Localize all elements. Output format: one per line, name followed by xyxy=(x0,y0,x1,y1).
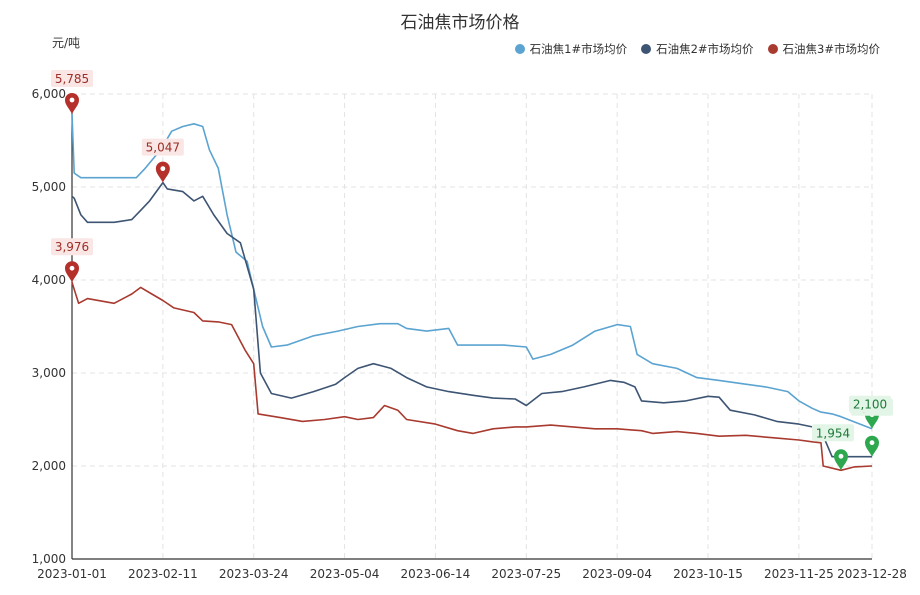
max-label-box xyxy=(141,138,184,156)
series-line-2 xyxy=(71,181,872,458)
y-axis-unit-label: 元/吨 xyxy=(52,36,81,50)
y-tick-label: 5,000 xyxy=(32,180,66,194)
min-label-box xyxy=(849,395,891,413)
max-marker-pin-2-hole xyxy=(160,166,166,172)
legend-item-series-1[interactable]: 石油焦1#市场均价 xyxy=(514,41,628,57)
x-tick-label: 2023-05-04 xyxy=(310,567,380,581)
x-tick-label: 2023-03-24 xyxy=(219,567,289,581)
max-label-box xyxy=(51,238,93,256)
x-tick-label: 2023-09-04 xyxy=(582,567,652,581)
x-tick-label: 2023-01-01 xyxy=(37,567,107,581)
x-tick-label: 2023-10-15 xyxy=(673,567,743,581)
max-marker-pin-2 xyxy=(155,161,170,183)
legend-item-series-3[interactable]: 石油焦3#市场均价 xyxy=(767,41,880,57)
x-tick-label: 2023-02-11 xyxy=(128,567,198,581)
y-tick-label: 2,000 xyxy=(32,459,66,473)
min-marker-pin-3-hole xyxy=(838,453,844,459)
max-marker-label: 5,785 xyxy=(55,72,89,86)
x-tick-label: 2023-11-25 xyxy=(764,567,834,581)
max-label-box xyxy=(51,69,93,87)
max-marker-pin-3-hole xyxy=(69,265,75,271)
max-marker-label: 5,047 xyxy=(146,141,180,155)
min-marker-label: 2,100 xyxy=(853,398,887,412)
chart-legend: 石油焦1#市场均价 石油焦2#市场均价 石油焦3#市场均价 xyxy=(514,41,880,57)
series-line-1 xyxy=(71,113,873,430)
legend-dot-series-2 xyxy=(641,44,652,54)
legend-dot-series-1 xyxy=(514,44,525,54)
min-marker-pin-2 xyxy=(865,435,879,457)
legend-label-series-3: 石油焦3#市场均价 xyxy=(782,42,880,56)
y-tick-label: 4,000 xyxy=(32,273,66,287)
legend-label-series-2: 石油焦2#市场均价 xyxy=(656,42,754,56)
series-line-3 xyxy=(71,281,873,472)
chart-title: 石油焦市场价格 xyxy=(400,13,520,33)
legend-label-series-1: 石油焦1#市场均价 xyxy=(529,42,628,56)
x-tick-label: 2023-07-25 xyxy=(491,567,561,581)
legend-dot-series-3 xyxy=(767,44,778,54)
y-tick-label: 3,000 xyxy=(32,366,66,380)
x-tick-label: 2023-06-14 xyxy=(401,567,471,581)
legend-item-series-2[interactable]: 石油焦2#市场均价 xyxy=(641,41,754,57)
min-label-box xyxy=(811,424,854,442)
y-tick-label: 1,000 xyxy=(32,552,66,566)
x-tick-label: 2023-12-28 xyxy=(837,567,907,581)
max-marker-pin-3 xyxy=(65,261,80,283)
min-marker-pin-3 xyxy=(833,449,848,471)
max-marker-pin-1-hole xyxy=(69,97,75,103)
min-marker-label: 1,954 xyxy=(816,426,850,440)
min-marker-pin-2-hole xyxy=(869,440,875,446)
y-tick-label: 6,000 xyxy=(32,87,66,101)
max-marker-label: 3,976 xyxy=(55,240,89,254)
max-marker-pin-1 xyxy=(65,92,80,114)
